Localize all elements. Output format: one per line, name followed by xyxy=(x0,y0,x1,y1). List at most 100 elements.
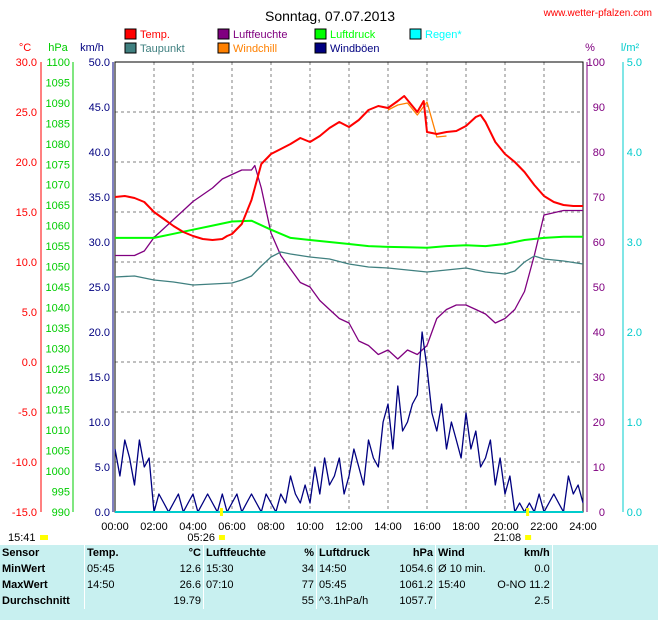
humidity-tick-label: 30 xyxy=(593,372,605,384)
pressure-tick-label: 1020 xyxy=(46,384,70,396)
humidity-tick-label: 20 xyxy=(593,417,605,429)
rain-tick-label: 5.0 xyxy=(627,57,642,69)
x-tick-label: 24:00 xyxy=(569,521,597,533)
wind-value: 0.0 xyxy=(534,563,550,575)
humidity-time xyxy=(203,593,288,609)
pressure-tick-label: 1025 xyxy=(46,364,70,376)
temp-tick-label: 30.0 xyxy=(16,57,37,69)
wind-label xyxy=(434,593,488,609)
pressure-time: 05:45 xyxy=(316,577,391,593)
daylight-label: 15:41 xyxy=(8,532,36,544)
pressure-tick-label: 1080 xyxy=(46,139,70,151)
humidity-tick-label: 10 xyxy=(593,462,605,474)
stats-row-avg: Durchschnitt 19.79 55 ^3.1hPa/h 1057.7 2… xyxy=(0,593,637,609)
stats-row-min: MinWert 05:45 12.6 15:30 34 14:50 1054.6… xyxy=(0,561,637,577)
pressure-value: 1054.6 xyxy=(399,563,433,575)
header-temp: Temp. xyxy=(84,545,139,561)
x-tick-label: 06:00 xyxy=(218,521,246,533)
humidity-tick-label: 90 xyxy=(593,102,605,114)
grid xyxy=(115,62,583,512)
x-tick-label: 14:00 xyxy=(374,521,402,533)
header-pressure-unit: hPa xyxy=(412,547,433,559)
wind-label: Ø 10 min. xyxy=(434,561,488,577)
sun-icon xyxy=(40,535,48,540)
wind-tick-label: 30.0 xyxy=(89,237,110,249)
legend-swatch xyxy=(217,42,230,54)
wind-tick-label: 40.0 xyxy=(89,147,110,159)
row-label: MaxWert xyxy=(2,579,48,591)
wind-tick-label: 45.0 xyxy=(89,102,110,114)
wind-value: 2.5 xyxy=(534,595,550,607)
axis-units: °C hPa km/h% l/m² xyxy=(19,42,640,54)
axes: 30.0 25.0 20.0 15.0 10.0 5.0 0.0 -5.0 -10.0 -15.0… xyxy=(12,57,642,519)
rain-tick-label: 4.0 xyxy=(627,147,642,159)
rain-tick-label: 2.0 xyxy=(627,327,642,339)
series-line-luftdruck xyxy=(115,219,583,249)
temp-value: 19.79 xyxy=(173,595,201,607)
series-line-windben xyxy=(114,331,584,513)
temp-tick-label: 15.0 xyxy=(16,207,37,219)
temp-value: 12.6 xyxy=(179,563,201,575)
pressure-tick-label: 1015 xyxy=(46,405,70,417)
wind-value: O-NO 11.2 xyxy=(488,577,553,593)
legend: Temp. Luftfeuchte Luftdruck Regen* Taupunkt W… xyxy=(124,28,462,55)
pressure-tick-label: 1050 xyxy=(46,262,70,274)
x-tick-label: 08:00 xyxy=(257,521,285,533)
humidity-unit-label: % xyxy=(585,42,595,54)
legend-swatch xyxy=(314,42,327,54)
x-tick-label: 10:00 xyxy=(296,521,324,533)
wind-tick-label: 15.0 xyxy=(89,372,110,384)
row-label: Durchschnitt xyxy=(2,595,70,607)
weather-chart: Sonntag, 07.07.2013 www.wetter-pfalzen.c… xyxy=(8,8,652,544)
legend-swatch xyxy=(409,28,422,40)
humidity-tick-label: 50 xyxy=(593,282,605,294)
pressure-value: 1057.7 xyxy=(399,595,433,607)
stats-header-row: Sensor Temp. °C Luftfeuchte % Luftdruck … xyxy=(0,545,637,561)
wind-gust-value: 11.2 xyxy=(529,579,550,591)
legend-swatch xyxy=(217,28,230,40)
temp-tick-label: 0.0 xyxy=(22,357,37,369)
header-pressure: Luftdruck xyxy=(316,545,391,561)
wind-tick-label: 10.0 xyxy=(89,417,110,429)
sunset-tick xyxy=(526,508,530,516)
pressure-tick-label: 1005 xyxy=(46,446,70,458)
temp-unit-label: °C xyxy=(19,42,31,54)
humidity-tick-label: 0 xyxy=(599,507,605,519)
pressure-tick-label: 995 xyxy=(52,487,70,499)
x-tick-label: 04:00 xyxy=(179,521,207,533)
x-tick-label: 12:00 xyxy=(335,521,363,533)
humidity-tick-label: 70 xyxy=(593,192,605,204)
site-url: www.wetter-pfalzen.com xyxy=(543,8,652,19)
wind-label: 15:40 xyxy=(434,577,488,593)
header-wind: Wind xyxy=(434,545,488,561)
humidity-tick-label: 60 xyxy=(593,237,605,249)
stats-row-max: MaxWert 14:50 26.6 07:10 77 05:45 1061.2… xyxy=(0,577,637,593)
statistics-panel: Sensor Temp. °C Luftfeuchte % Luftdruck … xyxy=(0,545,658,620)
header-wind-unit: km/h xyxy=(524,547,550,559)
sun-markers: 15:41 05:26 21:08 xyxy=(8,508,532,544)
chart-title: Sonntag, 07.07.2013 xyxy=(265,8,395,24)
humidity-tick-label: 40 xyxy=(593,327,605,339)
legend-label: Temp. xyxy=(140,29,170,41)
humidity-value: 55 xyxy=(301,595,314,607)
pressure-tick-label: 1075 xyxy=(46,159,70,171)
pressure-tick-label: 1035 xyxy=(46,323,70,335)
temp-tick-label: 25.0 xyxy=(16,107,37,119)
pressure-tick-label: 1010 xyxy=(46,425,70,437)
humidity-tick-label: 80 xyxy=(593,147,605,159)
rain-unit-label: l/m² xyxy=(621,42,640,54)
x-axis-labels: 00:00 02:00 04:00 06:00 08:00 10:00 12:00 14:00… xyxy=(101,521,597,533)
series-line-taupunkt xyxy=(114,251,584,286)
pressure-tick-label: 1085 xyxy=(46,118,70,130)
pressure-tick-label: 1040 xyxy=(46,302,70,314)
pressure-tick-label: 1070 xyxy=(46,180,70,192)
legend-swatch xyxy=(124,28,137,40)
pressure-time: 14:50 xyxy=(316,561,391,577)
statistics-table: Sensor Temp. °C Luftfeuchte % Luftdruck … xyxy=(0,545,637,609)
pressure-tick-label: 1000 xyxy=(46,466,70,478)
wind-tick-label: 0.0 xyxy=(95,507,110,519)
legend-label: Luftfeuchte xyxy=(233,29,287,41)
temp-time: 05:45 xyxy=(84,561,139,577)
pressure-unit-label: hPa xyxy=(48,42,68,54)
humidity-time: 15:30 xyxy=(203,561,288,577)
